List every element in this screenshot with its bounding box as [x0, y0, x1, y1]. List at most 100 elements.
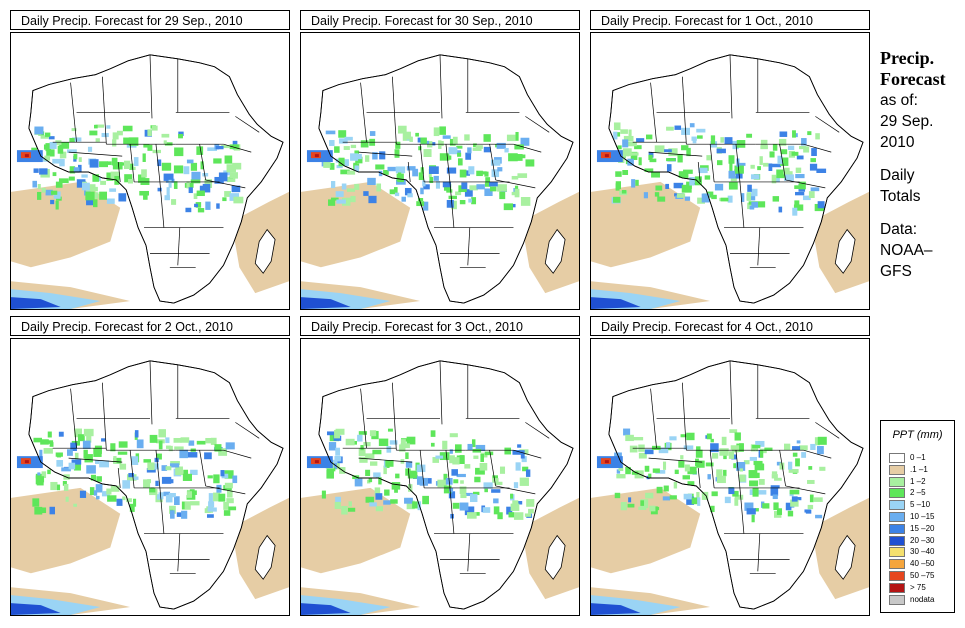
forecast-map-3 [590, 32, 870, 310]
precip-cell [140, 178, 150, 185]
precip-cell [231, 185, 241, 193]
precip-cell [446, 199, 454, 208]
precip-cell [52, 158, 62, 164]
precip-cell [520, 450, 525, 459]
precip-cell [174, 147, 184, 157]
precip-cell [484, 188, 493, 197]
precip-cell [746, 508, 756, 515]
precip-cell [330, 181, 336, 189]
precip-cell [472, 491, 480, 495]
precip-cell [335, 496, 342, 503]
precip-cell [397, 178, 404, 183]
country-border [803, 449, 832, 459]
precip-cell [225, 442, 235, 450]
precip-cell [638, 506, 647, 510]
precip-cell [224, 470, 234, 479]
precip-cell [625, 466, 631, 475]
precip-cell [365, 155, 370, 162]
precip-cell [325, 130, 336, 135]
precip-cell [33, 437, 42, 443]
precip-cell [620, 129, 628, 134]
precip-cell [420, 167, 424, 174]
precip-cell [448, 491, 456, 499]
precip-cell [107, 161, 112, 165]
precip-cell [354, 183, 360, 190]
precip-cell [756, 490, 767, 495]
precip-cell [143, 479, 151, 489]
precip-cell [350, 144, 357, 149]
precip-cell [353, 162, 358, 167]
country-border [117, 162, 121, 182]
precip-cell [751, 514, 755, 523]
precip-cell [194, 203, 198, 208]
precip-cell [168, 492, 176, 498]
precip-cell [443, 485, 452, 494]
precip-cell [147, 462, 155, 471]
precip-cell [439, 126, 446, 135]
precip-cell [776, 508, 783, 515]
madagascar [544, 228, 566, 274]
precip-cell [801, 138, 807, 146]
precip-cell [87, 146, 93, 152]
precip-cell [714, 183, 724, 191]
precip-cell [334, 146, 340, 153]
precip-cell [762, 503, 770, 509]
legend-label: nodata [910, 594, 935, 604]
precip-cell [807, 131, 812, 136]
precip-cell [81, 174, 88, 178]
precip-cell [73, 503, 78, 507]
country-border [70, 388, 77, 449]
precip-cell [789, 489, 800, 495]
precip-cell [422, 495, 429, 505]
precip-cell [778, 138, 787, 146]
precip-cell [452, 459, 460, 465]
precip-cell [481, 171, 487, 175]
precip-cell [813, 497, 823, 502]
precip-cell [133, 157, 139, 167]
precip-cell [664, 149, 672, 153]
precip-cell [459, 455, 465, 464]
precip-cell [131, 456, 139, 465]
country-border [358, 457, 413, 463]
precip-cell [754, 508, 759, 512]
madagascar [254, 534, 276, 580]
precip-cell [459, 199, 466, 205]
country-border [235, 116, 260, 133]
precip-cell [202, 172, 209, 177]
precip-cell [604, 154, 609, 158]
precip-cell [74, 452, 79, 460]
precip-cell [680, 455, 684, 460]
precip-cell [613, 131, 618, 140]
precip-cell [448, 147, 458, 155]
precip-cell [449, 487, 454, 493]
precip-cell [63, 483, 69, 491]
precip-cell [625, 434, 634, 442]
precip-cell [155, 480, 159, 487]
precip-cell [196, 440, 206, 445]
country-border [495, 179, 536, 189]
precip-cell [475, 467, 485, 475]
precip-cell [85, 191, 95, 201]
precip-cell [348, 501, 352, 507]
precip-cell [771, 474, 778, 479]
precip-cell [186, 181, 190, 189]
precip-cell [86, 199, 96, 206]
precip-cell [404, 187, 412, 196]
precip-cell [475, 145, 483, 149]
precip-cell [116, 130, 123, 136]
legend-item: 15 –20 [889, 523, 934, 534]
precip-cell [635, 179, 639, 186]
precip-cell [420, 187, 424, 195]
precip-cell [456, 473, 466, 478]
precip-cell [157, 187, 162, 192]
precip-cell [11, 603, 61, 615]
precip-cell [506, 506, 513, 515]
precip-cell [525, 469, 531, 477]
precip-cell [497, 184, 507, 192]
country-border [735, 144, 741, 182]
precip-cell [68, 462, 76, 470]
precip-cell [591, 603, 641, 615]
precip-cell [383, 170, 389, 175]
legend-item: 1 –2 [889, 476, 926, 487]
precip-cell [471, 439, 476, 448]
